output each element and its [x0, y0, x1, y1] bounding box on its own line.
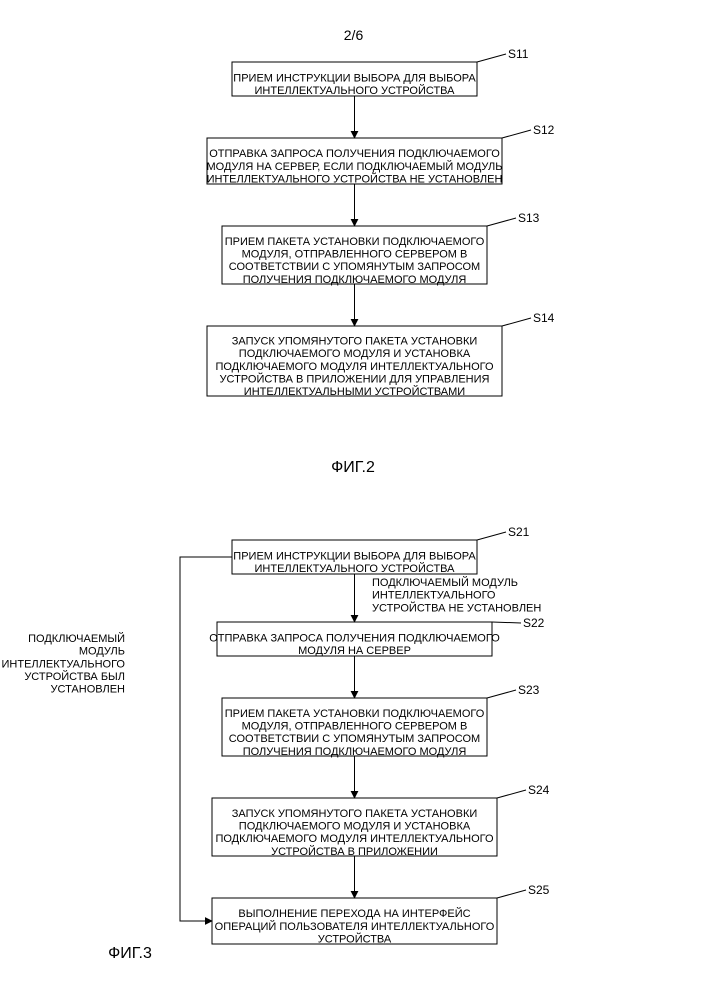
fig2-step-label-s14: S14	[533, 311, 555, 325]
fig2-step-label-s12: S12	[533, 123, 555, 137]
fig2-caption-text: ФИГ.2	[331, 459, 375, 476]
fig2-step-leader-s14	[502, 318, 531, 326]
fig3-node-s25: ВЫПОЛНЕНИЕ ПЕРЕХОДА НА ИНТЕРФЕЙСОПЕРАЦИЙ…	[212, 883, 550, 945]
fig2-step-label-s13: S13	[518, 211, 540, 225]
fig3-step-label-s22: S22	[523, 616, 545, 630]
fig2-node-s14: ЗАПУСК УПОМЯНУТОГО ПАКЕТА УСТАНОВКИПОДКЛ…	[207, 311, 555, 398]
fig2-node-s13: ПРИЕМ ПАКЕТА УСТАНОВКИ ПОДКЛЮЧАЕМОГОМОДУ…	[222, 211, 540, 286]
svg-text:ПРИЕМ ПАКЕТА УСТАНОВКИ ПОДКЛЮЧ: ПРИЕМ ПАКЕТА УСТАНОВКИ ПОДКЛЮЧАЕМОГОМОДУ…	[225, 708, 485, 758]
fig3-step-leader-s21	[477, 532, 506, 540]
fig3-step-label-s23: S23	[518, 683, 540, 697]
fig2-node-s12: ОТПРАВКА ЗАПРОСА ПОЛУЧЕНИЯ ПОДКЛЮЧАЕМОГО…	[206, 123, 554, 185]
page-number: 2/6	[344, 27, 364, 43]
fig3-node-s22: ОТПРАВКА ЗАПРОСА ПОЛУЧЕНИЯ ПОДКЛЮЧАЕМОГО…	[209, 616, 544, 657]
svg-text:ПРИЕМ ИНСТРУКЦИИ ВЫБОРА ДЛЯ ВЫ: ПРИЕМ ИНСТРУКЦИИ ВЫБОРА ДЛЯ ВЫБОРАИНТЕЛЛ…	[233, 550, 476, 575]
fig3-step-leader-s22	[492, 622, 521, 623]
fig3-node-s21: ПРИЕМ ИНСТРУКЦИИ ВЫБОРА ДЛЯ ВЫБОРАИНТЕЛЛ…	[232, 525, 530, 575]
fig3-edge-label-not-installed: ПОДКЛЮЧАЕМЫЙ МОДУЛЬИНТЕЛЛЕКТУАЛЬНОГОУСТР…	[372, 576, 541, 614]
fig3-step-leader-s23	[487, 690, 516, 698]
fig2-step-leader-s11	[477, 54, 506, 62]
fig3-step-label-s24: S24	[528, 783, 550, 797]
fig3-step-leader-s24	[497, 790, 526, 798]
fig2-step-leader-s13	[487, 218, 516, 226]
svg-text:ПРИЕМ ПАКЕТА УСТАНОВКИ ПОДКЛЮЧ: ПРИЕМ ПАКЕТА УСТАНОВКИ ПОДКЛЮЧАЕМОГОМОДУ…	[225, 236, 485, 286]
svg-text:ОТПРАВКА ЗАПРОСА ПОЛУЧЕНИЯ ПОД: ОТПРАВКА ЗАПРОСА ПОЛУЧЕНИЯ ПОДКЛЮЧАЕМОГО…	[206, 148, 502, 185]
fig3-edge-label-installed: ПОДКЛЮЧАЕМЫЙМОДУЛЬИНТЕЛЛЕКТУАЛЬНОГОУСТРО…	[2, 632, 126, 696]
fig3-node-s24: ЗАПУСК УПОМЯНУТОГО ПАКЕТА УСТАНОВКИПОДКЛ…	[212, 783, 550, 858]
svg-text:ПРИЕМ ИНСТРУКЦИИ ВЫБОРА ДЛЯ ВЫ: ПРИЕМ ИНСТРУКЦИИ ВЫБОРА ДЛЯ ВЫБОРАИНТЕЛЛ…	[233, 72, 476, 97]
fig3-caption-text: ФИГ.3	[108, 945, 152, 962]
svg-text:ПОДКЛЮЧАЕМЫЙМОДУЛЬИНТЕЛЛЕКТУАЛ: ПОДКЛЮЧАЕМЫЙМОДУЛЬИНТЕЛЛЕКТУАЛЬНОГОУСТРО…	[2, 632, 126, 696]
fig3-step-leader-s25	[497, 890, 526, 898]
fig2-step-leader-s12	[502, 130, 531, 138]
fig2-node-s11: ПРИЕМ ИНСТРУКЦИИ ВЫБОРА ДЛЯ ВЫБОРАИНТЕЛЛ…	[232, 47, 529, 97]
fig3-node-s23: ПРИЕМ ПАКЕТА УСТАНОВКИ ПОДКЛЮЧАЕМОГОМОДУ…	[222, 683, 540, 758]
fig3-step-label-s21: S21	[508, 525, 530, 539]
fig2-step-label-s11: S11	[508, 47, 529, 61]
svg-text:ЗАПУСК УПОМЯНУТОГО ПАКЕТА УСТА: ЗАПУСК УПОМЯНУТОГО ПАКЕТА УСТАНОВКИПОДКЛ…	[215, 336, 494, 399]
svg-text:ПОДКЛЮЧАЕМЫЙ МОДУЛЬИНТЕЛЛЕКТУА: ПОДКЛЮЧАЕМЫЙ МОДУЛЬИНТЕЛЛЕКТУАЛЬНОГОУСТР…	[372, 576, 541, 614]
fig3-step-label-s25: S25	[528, 883, 550, 897]
